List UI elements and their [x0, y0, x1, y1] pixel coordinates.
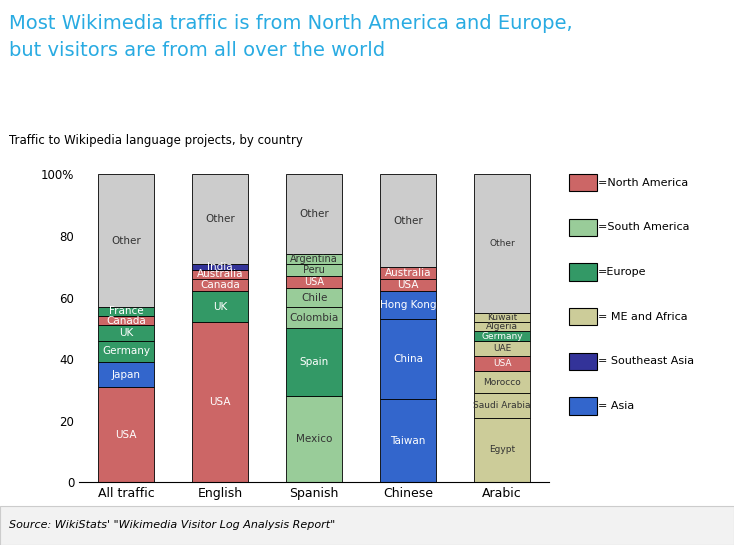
Bar: [474, 331, 530, 341]
Bar: [98, 387, 154, 482]
Text: Other: Other: [489, 239, 515, 248]
Text: USA: USA: [304, 277, 324, 287]
Text: Other: Other: [206, 214, 235, 224]
Bar: [474, 313, 530, 322]
Bar: [98, 325, 154, 341]
Bar: [98, 341, 154, 362]
Text: Spain: Spain: [299, 357, 329, 367]
Bar: [474, 174, 530, 313]
Bar: [474, 322, 530, 331]
Bar: [474, 341, 530, 356]
Bar: [192, 292, 248, 322]
Text: = Asia: = Asia: [598, 401, 634, 411]
Text: Other: Other: [299, 209, 329, 220]
Bar: [98, 174, 154, 307]
Bar: [286, 264, 342, 276]
Bar: [380, 292, 436, 319]
Text: USA: USA: [115, 429, 137, 440]
Text: Algeria: Algeria: [486, 322, 518, 331]
Text: UK: UK: [119, 328, 134, 338]
Text: Egypt: Egypt: [489, 445, 515, 455]
Bar: [192, 174, 248, 264]
Text: Mexico: Mexico: [296, 434, 333, 444]
Bar: [192, 322, 248, 482]
Bar: [380, 279, 436, 292]
Bar: [380, 174, 436, 267]
Bar: [192, 264, 248, 270]
Bar: [380, 267, 436, 279]
Bar: [286, 307, 342, 328]
Text: Australia: Australia: [385, 268, 432, 278]
Bar: [380, 399, 436, 482]
Text: Hong Kong: Hong Kong: [380, 300, 436, 310]
Text: USA: USA: [209, 397, 231, 407]
Text: Morocco: Morocco: [483, 378, 521, 387]
Text: Japan: Japan: [112, 370, 141, 379]
Bar: [286, 255, 342, 264]
Bar: [474, 372, 530, 393]
Bar: [192, 270, 248, 279]
Text: UK: UK: [213, 302, 228, 312]
Text: Other: Other: [112, 235, 141, 246]
Text: USA: USA: [493, 359, 512, 368]
Text: China: China: [393, 354, 423, 364]
Bar: [474, 356, 530, 372]
Bar: [286, 396, 342, 482]
Text: Source: WikiStats' "Wikimedia Visitor Log Analysis Report": Source: WikiStats' "Wikimedia Visitor Lo…: [9, 520, 335, 530]
Text: Canada: Canada: [106, 316, 146, 326]
Text: Germany: Germany: [482, 331, 523, 341]
Bar: [286, 276, 342, 288]
Bar: [98, 307, 154, 316]
Bar: [286, 328, 342, 396]
Text: Saudi Arabia: Saudi Arabia: [473, 401, 531, 410]
Bar: [380, 319, 436, 399]
Bar: [474, 393, 530, 417]
Text: France: France: [109, 306, 144, 317]
Bar: [474, 417, 530, 482]
Bar: [98, 362, 154, 387]
Text: Australia: Australia: [197, 269, 244, 280]
Text: Germany: Germany: [102, 347, 150, 356]
Text: Argentina: Argentina: [290, 254, 338, 264]
Text: =Europe: =Europe: [598, 267, 647, 277]
Bar: [192, 279, 248, 292]
Bar: [98, 316, 154, 325]
Text: but visitors are from all over the world: but visitors are from all over the world: [9, 41, 385, 60]
Text: Kuwait: Kuwait: [487, 313, 517, 322]
Text: UAE: UAE: [493, 344, 511, 353]
Text: Taiwan: Taiwan: [390, 436, 426, 446]
Text: =North America: =North America: [598, 178, 688, 187]
Text: USA: USA: [397, 280, 419, 290]
Text: Colombia: Colombia: [289, 313, 339, 323]
Text: Traffic to Wikipedia language projects, by country: Traffic to Wikipedia language projects, …: [9, 134, 302, 147]
Text: Peru: Peru: [303, 265, 325, 275]
Text: =South America: =South America: [598, 222, 690, 232]
Text: India: India: [208, 262, 233, 272]
Text: Other: Other: [393, 216, 423, 226]
Bar: [286, 174, 342, 255]
Text: Canada: Canada: [200, 280, 240, 290]
Text: = Southeast Asia: = Southeast Asia: [598, 356, 694, 366]
Text: Chile: Chile: [301, 293, 327, 302]
Text: = ME and Africa: = ME and Africa: [598, 312, 688, 322]
Bar: [286, 288, 342, 307]
Text: Most Wikimedia traffic is from North America and Europe,: Most Wikimedia traffic is from North Ame…: [9, 14, 573, 33]
